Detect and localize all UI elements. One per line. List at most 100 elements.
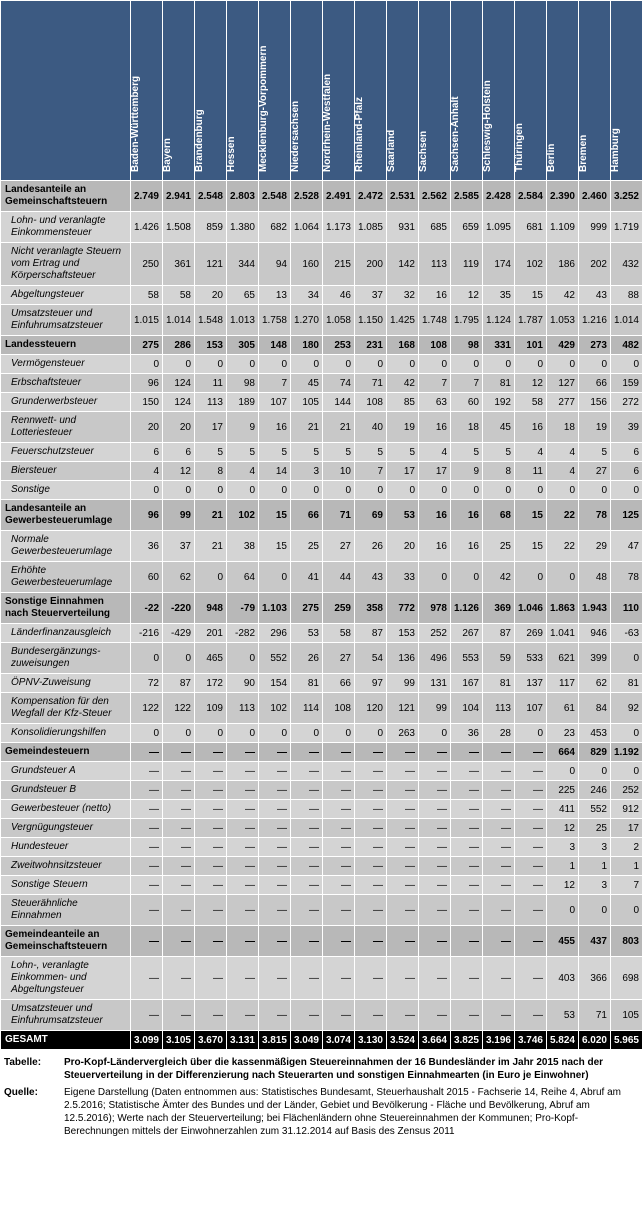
cell-value: 3.131 — [227, 1031, 259, 1050]
cell-value: 12 — [163, 462, 195, 481]
cell-value: — — [195, 819, 227, 838]
cell-value: — — [355, 926, 387, 957]
cell-value: — — [515, 857, 547, 876]
cell-value: 432 — [611, 243, 642, 286]
cell-value: 0 — [387, 481, 419, 500]
cell-value: — — [515, 895, 547, 926]
cell-value: — — [419, 876, 451, 895]
row-label: Sonstige Steuern — [1, 876, 131, 895]
cell-value: 69 — [355, 500, 387, 531]
cell-value: 108 — [323, 693, 355, 724]
cell-value: — — [483, 895, 515, 926]
cell-value: 0 — [483, 481, 515, 500]
row-label: Steuerähnliche Einnahmen — [1, 895, 131, 926]
cell-value: 42 — [387, 374, 419, 393]
table-row: Rennwett- und Lotteriesteuer202017916212… — [1, 412, 642, 443]
cell-value: 5.965 — [611, 1031, 642, 1050]
row-label: Landessteuern — [1, 336, 131, 355]
cell-value: 22 — [547, 531, 579, 562]
table-row: Konsolidierungshilfen0000000026303628023… — [1, 724, 642, 743]
cell-value: — — [387, 838, 419, 857]
row-label: Sonstige — [1, 481, 131, 500]
table-row: Grundsteuer B—————————————225246252 — [1, 781, 642, 800]
cell-value: 159 — [611, 374, 642, 393]
column-header: Sachsen-Anhalt — [451, 1, 483, 181]
row-label: Abgeltungsteuer — [1, 286, 131, 305]
cell-value: 0 — [515, 724, 547, 743]
cell-value: — — [419, 926, 451, 957]
table-row: Zweitwohnsitzsteuer—————————————111 — [1, 857, 642, 876]
cell-value: 0 — [259, 355, 291, 374]
cell-value: 698 — [611, 957, 642, 1000]
corner-cell — [1, 1, 131, 181]
cell-value: 3.049 — [291, 1031, 323, 1050]
cell-value: 331 — [483, 336, 515, 355]
cell-value: — — [259, 800, 291, 819]
cell-value: — — [451, 819, 483, 838]
cell-value: 1.015 — [131, 305, 163, 336]
cell-value: — — [291, 857, 323, 876]
table-row: Bundesergänzungs-zuweisungen004650552262… — [1, 643, 642, 674]
cell-value: — — [131, 743, 163, 762]
cell-value: — — [515, 1000, 547, 1031]
cell-value: 225 — [547, 781, 579, 800]
cell-value: 71 — [579, 1000, 611, 1031]
table-body: Landesanteile an Gemeinschaftsteuern2.74… — [1, 181, 642, 1050]
table-row: Landesanteile an Gewerbesteuerumlage9699… — [1, 500, 642, 531]
cell-value: 59 — [483, 643, 515, 674]
column-header: Sachsen — [419, 1, 451, 181]
cell-value: 90 — [227, 674, 259, 693]
cell-value: 28 — [483, 724, 515, 743]
cell-value: 32 — [387, 286, 419, 305]
row-label: Umsatzsteuer und Einfuhrumsatzsteuer — [1, 1000, 131, 1031]
cell-value: 14 — [259, 462, 291, 481]
cell-value: 11 — [195, 374, 227, 393]
cell-value: 122 — [131, 693, 163, 724]
cell-value: — — [419, 957, 451, 1000]
cell-value: — — [291, 762, 323, 781]
cell-value: 0 — [419, 562, 451, 593]
cell-value: 0 — [163, 481, 195, 500]
cell-value: 250 — [131, 243, 163, 286]
cell-value: — — [419, 800, 451, 819]
cell-value: 27 — [323, 643, 355, 674]
cell-value: 25 — [579, 819, 611, 838]
cell-value: 1.064 — [291, 212, 323, 243]
cell-value: 78 — [579, 500, 611, 531]
column-header: Berlin — [547, 1, 579, 181]
cell-value: 105 — [611, 1000, 642, 1031]
cell-value: 180 — [291, 336, 323, 355]
cell-value: — — [291, 819, 323, 838]
cell-value: — — [515, 819, 547, 838]
cell-value: — — [227, 895, 259, 926]
cell-value: 94 — [259, 243, 291, 286]
cell-value: 4 — [547, 443, 579, 462]
cell-value: 411 — [547, 800, 579, 819]
cell-value: — — [323, 926, 355, 957]
cell-value: — — [227, 762, 259, 781]
cell-value: — — [259, 957, 291, 1000]
cell-value: — — [515, 800, 547, 819]
cell-value: 99 — [419, 693, 451, 724]
cell-value: 6 — [163, 443, 195, 462]
cell-value: 189 — [227, 393, 259, 412]
cell-value: 137 — [515, 674, 547, 693]
cell-value: — — [483, 1000, 515, 1031]
cell-value: 2.472 — [355, 181, 387, 212]
cell-value: 3.196 — [483, 1031, 515, 1050]
cell-value: 63 — [419, 393, 451, 412]
cell-value: 108 — [419, 336, 451, 355]
cell-value: — — [227, 876, 259, 895]
cell-value: — — [291, 926, 323, 957]
table-row: Vergnügungsteuer—————————————122517 — [1, 819, 642, 838]
row-label: Normale Gewerbesteuerumlage — [1, 531, 131, 562]
cell-value: — — [483, 838, 515, 857]
cell-value: 131 — [419, 674, 451, 693]
cell-value: 0 — [291, 481, 323, 500]
cell-value: — — [355, 838, 387, 857]
cell-value: 113 — [419, 243, 451, 286]
cell-value: — — [259, 926, 291, 957]
cell-value: — — [163, 838, 195, 857]
cell-value: 803 — [611, 926, 642, 957]
cell-value: 18 — [547, 412, 579, 443]
